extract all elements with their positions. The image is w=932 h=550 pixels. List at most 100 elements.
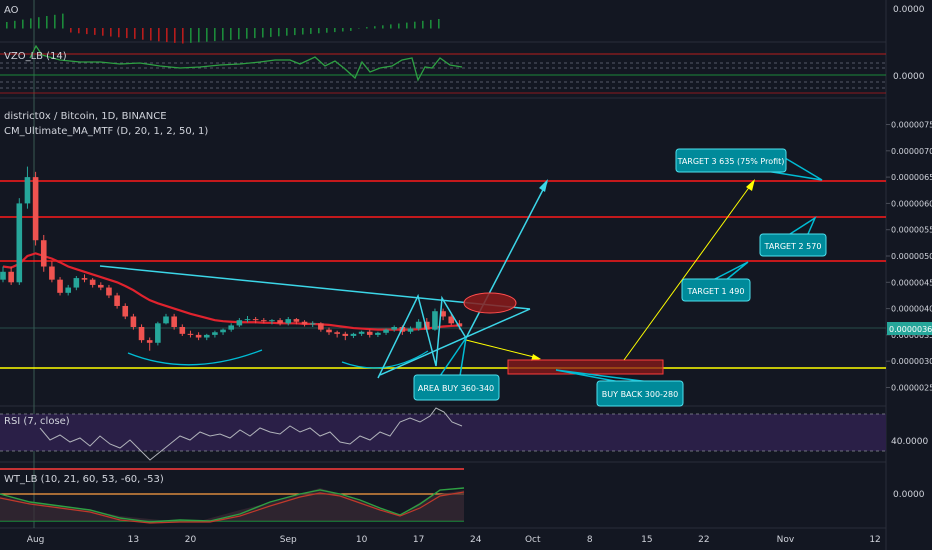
callout-buy-back[interactable]: BUY BACK 300-280 — [555, 369, 684, 407]
ao-bar — [102, 28, 104, 36]
ao-bar — [78, 28, 80, 34]
candle — [146, 337, 153, 351]
target-arrowhead — [746, 179, 755, 191]
indicator-title: CM_Ultimate_MA_MTF (D, 20, 1, 2, 50, 1) — [4, 126, 208, 137]
wt-area — [0, 488, 464, 521]
candle — [130, 313, 137, 330]
ao-bar — [86, 28, 88, 35]
ao-value: 0.0000 — [893, 5, 925, 15]
candle — [122, 303, 129, 320]
pullback-arrow — [465, 339, 539, 359]
candle-body — [146, 340, 153, 343]
ao-bar — [46, 16, 48, 29]
rounded-bottom-right — [341, 350, 429, 369]
vzo-line — [29, 44, 463, 82]
candle — [114, 292, 120, 309]
candle-body — [342, 333, 349, 336]
candle-body — [456, 323, 463, 327]
target-arrow — [623, 181, 754, 361]
candle-body — [81, 278, 88, 280]
candle — [318, 322, 324, 332]
candle — [350, 332, 357, 339]
candle — [24, 166, 31, 209]
ao-bar — [222, 28, 224, 41]
candle-body — [236, 320, 243, 326]
candle-body — [350, 333, 357, 336]
buy-back-zone — [507, 359, 664, 375]
candle — [440, 308, 446, 321]
ao-bar — [438, 19, 440, 29]
ao-bar — [310, 28, 312, 34]
candle-body — [334, 332, 340, 334]
ao-bar — [430, 19, 432, 29]
breakout-zone — [463, 292, 517, 314]
ao-bar — [350, 28, 352, 31]
zigzag-pattern — [377, 293, 467, 379]
candle — [49, 261, 55, 283]
ao-bar — [334, 28, 336, 33]
ao-bar — [6, 22, 8, 29]
callout-target3[interactable]: TARGET 3 635 (75% Profit) — [675, 148, 823, 181]
candle-body — [89, 279, 96, 285]
ao-bar — [150, 28, 152, 41]
candle — [358, 330, 365, 336]
candle-body — [424, 321, 430, 330]
area-buy-label: AREA BUY 360-340 — [418, 384, 494, 393]
candle-body — [277, 320, 283, 324]
rsi-line — [39, 407, 463, 461]
ao-bar — [30, 18, 32, 29]
date-tick-label: 15 — [641, 535, 652, 545]
candle-body — [309, 323, 316, 325]
price-tick-label: 0.00000250 — [891, 383, 932, 392]
candle — [236, 318, 243, 327]
target1-label: TARGET 1 490 — [687, 287, 745, 296]
candle-body — [228, 325, 234, 330]
candle-body — [301, 321, 308, 325]
candle-body — [8, 271, 14, 283]
ao-bar — [206, 28, 208, 42]
callout-target1[interactable]: TARGET 1 490 — [681, 261, 751, 302]
ao-bar — [302, 28, 304, 35]
candle — [16, 198, 23, 285]
ascending-trendline — [379, 308, 531, 376]
candle-body — [261, 320, 267, 322]
rsi-panel: RSI (7, close) 40.0000 — [0, 407, 928, 461]
ao-bar — [94, 28, 96, 35]
candle — [220, 328, 226, 335]
candle — [415, 319, 422, 331]
ao-bar — [166, 28, 168, 43]
date-tick-label: Sep — [280, 535, 297, 545]
ao-bar — [390, 24, 392, 29]
ao-bar — [70, 28, 72, 33]
candle — [277, 318, 283, 326]
panel-frames — [0, 0, 887, 550]
ao-bar — [270, 28, 272, 37]
candle-body — [106, 287, 112, 296]
date-tick-label: 12 — [869, 535, 880, 545]
vzo-value: 0.0000 — [893, 72, 925, 82]
callout-area-buy[interactable]: AREA BUY 360-340 — [413, 337, 500, 401]
candle — [163, 313, 169, 325]
ao-bar — [262, 28, 264, 38]
candle — [73, 275, 80, 291]
ao-bar — [118, 28, 120, 38]
candle — [195, 332, 202, 341]
date-axis: Aug 13 20 Sep 10 17 24 Oct 8 15 22 Nov 12 — [27, 535, 881, 545]
candle-body — [383, 329, 389, 333]
candle-body — [375, 332, 381, 335]
candle — [448, 313, 455, 326]
candle-body — [57, 279, 63, 293]
ao-bar — [182, 28, 184, 44]
breakout-arrow — [465, 181, 548, 339]
wt-line-green — [0, 487, 465, 523]
candle — [309, 321, 316, 327]
candle — [65, 284, 71, 296]
candle-body — [122, 305, 129, 317]
callout-target2[interactable]: TARGET 2 570 — [759, 216, 827, 257]
